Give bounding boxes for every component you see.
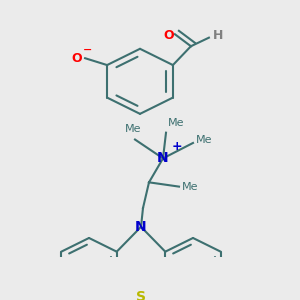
Text: O: O <box>164 28 174 42</box>
Text: N: N <box>157 152 169 165</box>
Text: S: S <box>136 290 146 300</box>
Text: Me: Me <box>125 124 141 134</box>
Text: Me: Me <box>196 135 212 146</box>
Text: Me: Me <box>168 118 184 128</box>
Text: O: O <box>72 52 83 65</box>
Text: +: + <box>172 140 182 153</box>
Text: Me: Me <box>182 182 199 192</box>
Text: N: N <box>135 220 147 234</box>
Text: −: − <box>82 45 92 55</box>
Text: H: H <box>213 28 223 42</box>
